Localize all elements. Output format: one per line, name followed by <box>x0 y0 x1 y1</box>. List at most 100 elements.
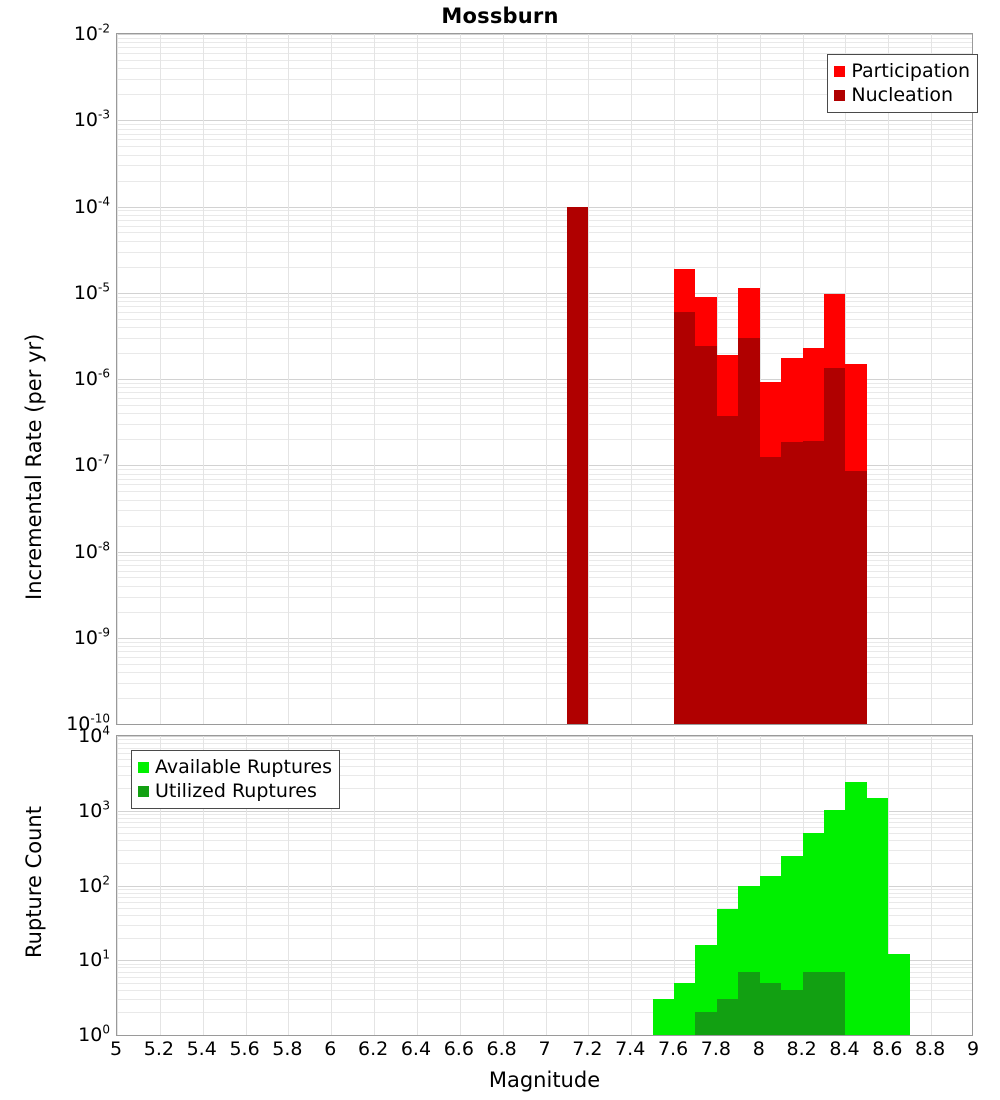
grid-line <box>117 672 972 673</box>
bar-nucleation <box>566 206 589 724</box>
x-tick-label: 6.8 <box>486 1038 517 1060</box>
x-tick-label: 6.2 <box>357 1038 389 1060</box>
grid-line <box>117 252 972 253</box>
grid-line <box>117 739 972 740</box>
grid-line <box>117 938 972 939</box>
available-ruptures-swatch-icon <box>138 761 149 773</box>
x-tick-label: 8.8 <box>915 1038 946 1060</box>
bar-available-ruptures <box>866 797 889 1035</box>
legend-item-label: Available Ruptures <box>155 755 332 778</box>
bar-group <box>695 34 717 724</box>
legend-item[interactable]: Available Ruptures <box>138 755 332 779</box>
grid-line <box>117 210 972 211</box>
grid-line-vertical <box>503 736 504 1035</box>
grid-line <box>117 999 972 1000</box>
rupture-count-panel: Available Ruptures Utilized Ruptures <box>116 735 973 1036</box>
y-axis-ticks-bottom: 104 103 102 101 100 <box>2 725 110 1046</box>
grid-line-vertical <box>888 34 889 724</box>
rupture-count-plot-area <box>117 736 972 1035</box>
grid-line <box>117 788 972 789</box>
grid-line <box>117 736 972 737</box>
bar-nucleation <box>781 442 803 724</box>
grid-line <box>117 139 972 140</box>
bar-utilized-ruptures <box>759 982 782 1035</box>
bar-nucleation <box>824 367 846 724</box>
legend-item[interactable]: Participation <box>834 59 970 83</box>
grid-line <box>117 526 972 527</box>
grid-line <box>117 68 972 69</box>
bar-utilized-ruptures <box>695 1012 717 1035</box>
y-tick-label: 10-2 <box>73 21 110 45</box>
grid-line <box>117 743 972 744</box>
grid-line <box>117 146 972 147</box>
legend-item[interactable]: Nucleation <box>834 83 970 107</box>
bar-available-ruptures <box>888 954 910 1035</box>
grid-line <box>117 565 972 566</box>
grid-line <box>117 560 972 561</box>
grid-line <box>117 960 972 961</box>
grid-line-vertical <box>888 736 889 1035</box>
grid-line <box>117 908 972 909</box>
grid-line <box>117 479 972 480</box>
grid-line <box>117 387 972 388</box>
bar-utilized-ruptures <box>824 971 846 1035</box>
bar-nucleation <box>695 346 717 724</box>
incremental-rate-plot-area <box>117 34 972 724</box>
grid-line-vertical <box>631 736 632 1035</box>
x-tick-label: 5.4 <box>186 1038 217 1060</box>
grid-line <box>117 664 972 665</box>
bar-group <box>781 34 803 724</box>
grid-line <box>117 612 972 613</box>
grid-line <box>117 327 972 328</box>
y-tick-label: 100 <box>78 1022 110 1046</box>
grid-line <box>117 753 972 754</box>
bar-nucleation <box>738 337 760 724</box>
grid-line <box>117 312 972 313</box>
x-tick-label: 7.8 <box>700 1038 731 1060</box>
grid-line <box>117 889 972 890</box>
grid-line <box>117 241 972 242</box>
bar-group <box>716 34 739 724</box>
grid-line <box>117 577 972 578</box>
legend-item[interactable]: Utilized Ruptures <box>138 779 332 803</box>
bar-group <box>716 736 739 1035</box>
grid-line-vertical <box>588 34 589 724</box>
grid-line-vertical <box>588 736 589 1035</box>
grid-line <box>117 818 972 819</box>
bar-group <box>652 736 675 1035</box>
nucleation-swatch-icon <box>834 89 846 101</box>
grid-line <box>117 657 972 658</box>
grid-line <box>117 267 972 268</box>
grid-line <box>117 392 972 393</box>
grid-line-vertical <box>288 34 289 724</box>
y-axis-label-bottom: Rupture Count <box>22 806 46 958</box>
grid-line <box>117 775 972 776</box>
x-tick-label: 7 <box>538 1038 551 1060</box>
grid-line <box>117 338 972 339</box>
grid-line <box>117 651 972 652</box>
grid-line-vertical <box>631 34 632 724</box>
x-tick-label: 8.2 <box>786 1038 817 1060</box>
grid-line <box>117 840 972 841</box>
bar-nucleation <box>845 471 867 724</box>
x-axis-label: Magnitude <box>488 1068 601 1092</box>
bar-nucleation <box>759 456 782 724</box>
grid-line <box>117 301 972 302</box>
bar-group <box>674 34 696 724</box>
grid-line <box>117 863 972 864</box>
grid-line <box>117 60 972 61</box>
x-tick-label: 8.6 <box>872 1038 903 1060</box>
y-tick-label: 10-4 <box>73 194 110 218</box>
grid-line <box>117 766 972 767</box>
grid-line <box>117 638 972 639</box>
grid-line <box>117 897 972 898</box>
bar-group <box>824 736 846 1035</box>
grid-line <box>117 915 972 916</box>
grid-line <box>117 646 972 647</box>
grid-line <box>117 53 972 54</box>
grid-line <box>117 124 972 125</box>
grid-line <box>117 748 972 749</box>
grid-line-vertical <box>246 34 247 724</box>
grid-line <box>117 886 972 887</box>
